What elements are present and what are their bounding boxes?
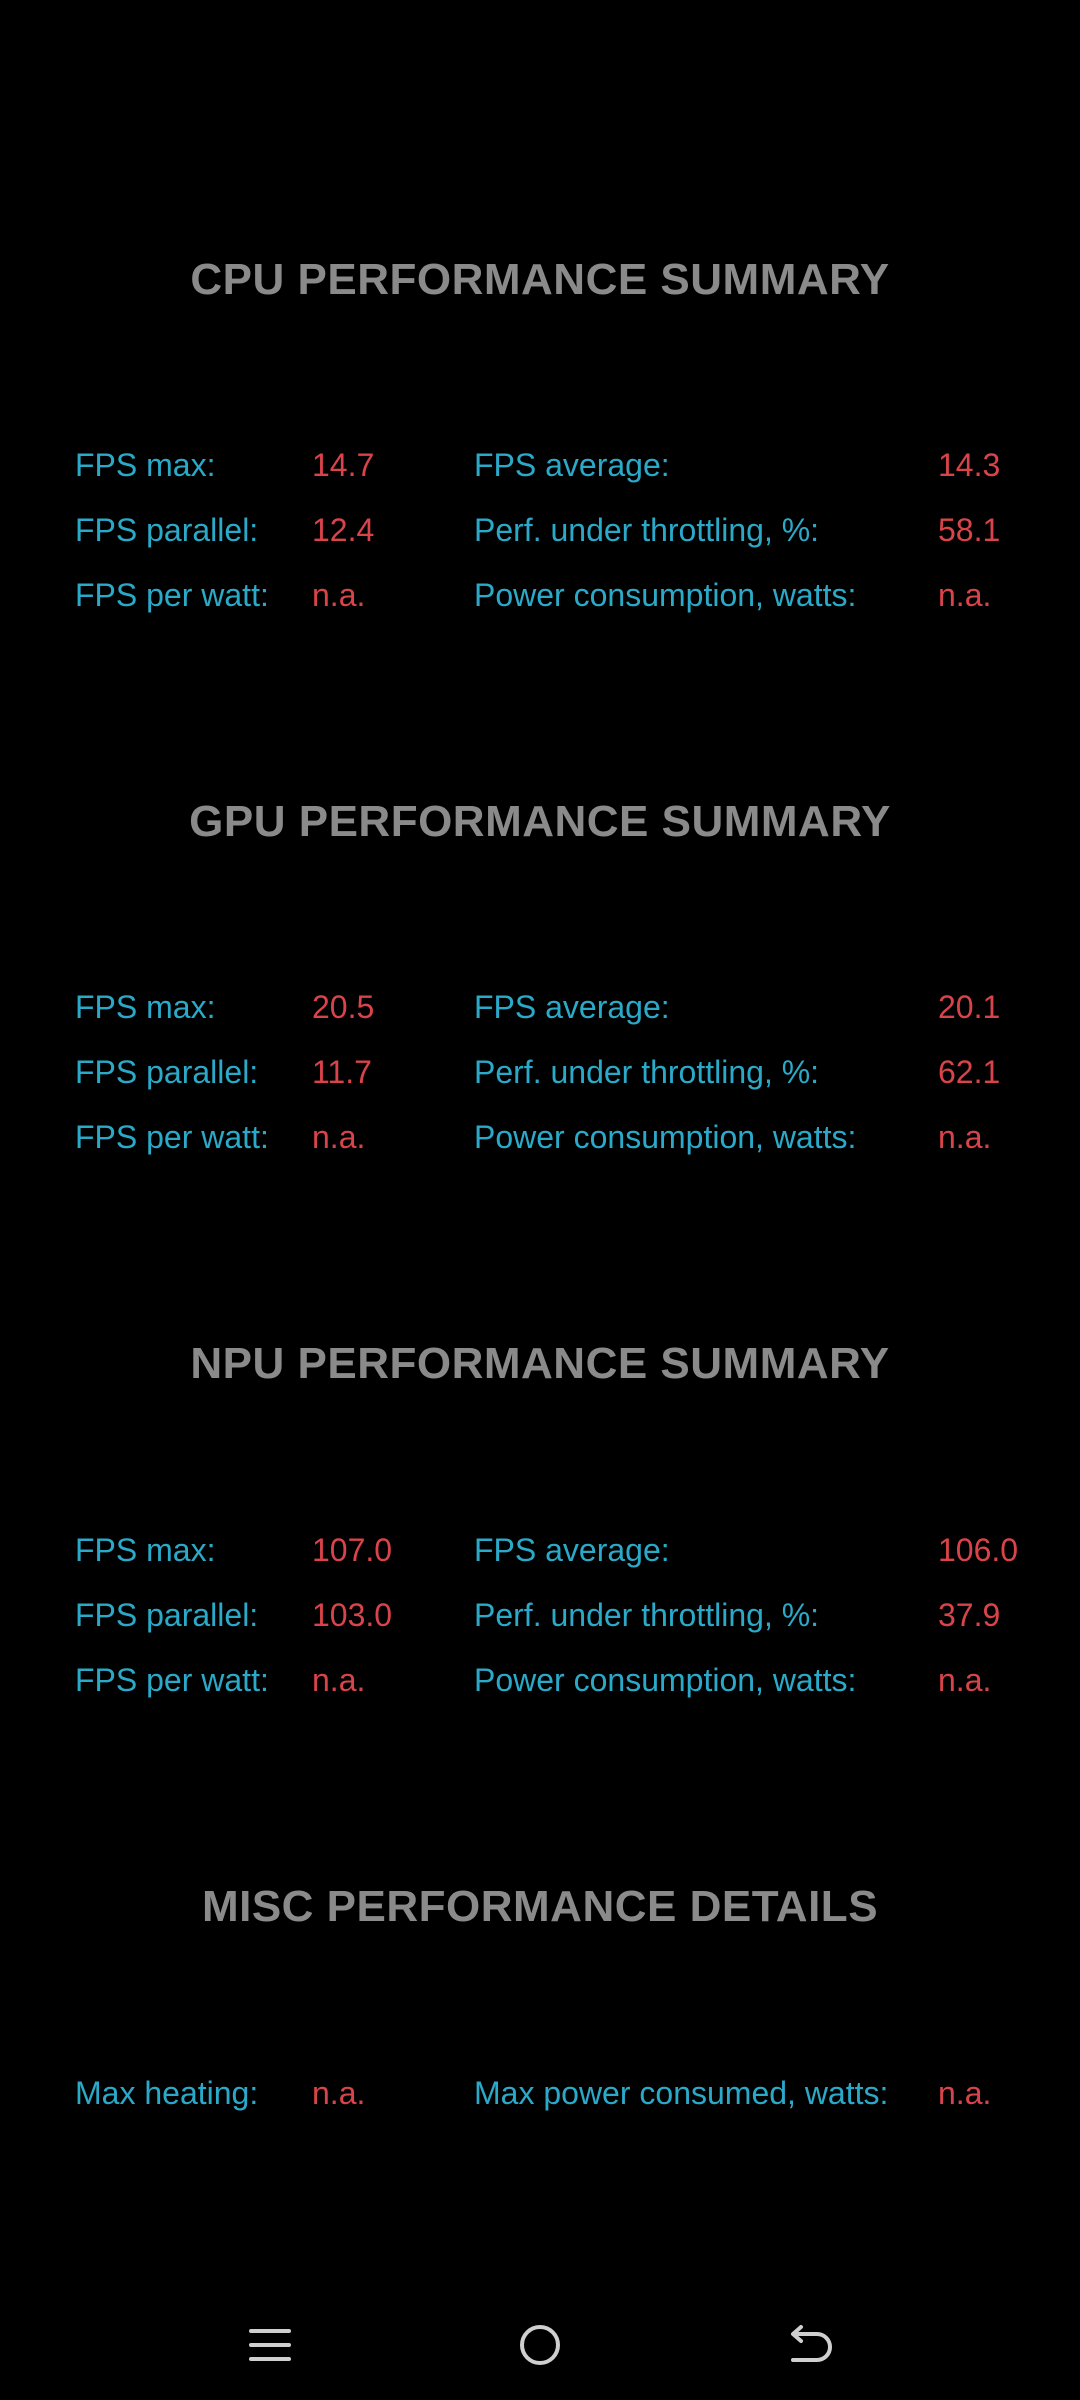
stat-value: 12.4 xyxy=(312,512,375,548)
stat-value: n.a. xyxy=(938,1119,992,1155)
stat-value: 37.9 xyxy=(938,1597,1001,1633)
stat-value: 20.1 xyxy=(938,989,1001,1025)
stat-value: n.a. xyxy=(938,1662,992,1698)
section-title: MISC PERFORMANCE DETAILS xyxy=(201,1882,879,1931)
stat-value: 62.1 xyxy=(938,1054,1001,1090)
stat-label: Perf. under throttling, %: xyxy=(474,1054,820,1090)
stat-value: 106.0 xyxy=(938,1532,1019,1568)
stat-label: FPS max: xyxy=(75,989,216,1025)
stat-value: 107.0 xyxy=(312,1532,393,1568)
stat-value: 11.7 xyxy=(312,1054,372,1090)
stat-value: 58.1 xyxy=(938,512,1001,548)
stat-row: FPS parallel: 103.0 Perf. under throttli… xyxy=(0,1585,1080,1645)
stat-label: FPS per watt: xyxy=(75,1119,269,1155)
stat-label: FPS parallel: xyxy=(75,1054,259,1090)
stat-label: Power consumption, watts: xyxy=(474,1662,857,1698)
section-title: GPU PERFORMANCE SUMMARY xyxy=(189,797,891,846)
section-title: CPU PERFORMANCE SUMMARY xyxy=(190,255,890,304)
stat-row: FPS per watt: n.a. Power consumption, wa… xyxy=(0,1107,1080,1167)
stat-value: 14.3 xyxy=(938,447,1001,483)
stat-value: 14.7 xyxy=(312,447,375,483)
stat-value: n.a. xyxy=(312,577,366,613)
menu-icon[interactable] xyxy=(235,2310,305,2380)
stat-label: FPS max: xyxy=(75,447,216,483)
stat-label: Max power consumed, watts: xyxy=(474,2075,889,2111)
stat-value: n.a. xyxy=(938,2075,992,2111)
stat-row: FPS parallel: 12.4 Perf. under throttlin… xyxy=(0,500,1080,560)
stat-label: FPS parallel: xyxy=(75,512,259,548)
home-icon[interactable] xyxy=(505,2310,575,2380)
stat-row: FPS max: 14.7 FPS average: 14.3 xyxy=(0,435,1080,495)
stat-label: Power consumption, watts: xyxy=(474,577,857,613)
stat-row: FPS parallel: 11.7 Perf. under throttlin… xyxy=(0,1042,1080,1102)
stat-label: FPS average: xyxy=(474,447,670,483)
stat-value: 103.0 xyxy=(312,1597,393,1633)
stat-label: FPS parallel: xyxy=(75,1597,259,1633)
section-title: NPU PERFORMANCE SUMMARY xyxy=(190,1339,890,1388)
stat-label: FPS per watt: xyxy=(75,577,269,613)
stat-value: 20.5 xyxy=(312,989,375,1025)
stat-label: Power consumption, watts: xyxy=(474,1119,857,1155)
stat-label: FPS average: xyxy=(474,989,670,1025)
stat-label: FPS max: xyxy=(75,1532,216,1568)
stat-row: FPS max: 20.5 FPS average: 20.1 xyxy=(0,977,1080,1037)
stat-label: Max heating: xyxy=(75,2075,259,2111)
stat-label: FPS average: xyxy=(474,1532,670,1568)
stat-label: Perf. under throttling, %: xyxy=(474,512,820,548)
stat-row: Max heating: n.a. Max power consumed, wa… xyxy=(0,2063,1080,2123)
back-icon[interactable] xyxy=(775,2310,845,2380)
stat-row: FPS max: 107.0 FPS average: 106.0 xyxy=(0,1520,1080,1580)
stat-value: n.a. xyxy=(312,1119,366,1155)
stat-value: n.a. xyxy=(312,2075,366,2111)
stat-value: n.a. xyxy=(312,1662,366,1698)
stat-label: FPS per watt: xyxy=(75,1662,269,1698)
stat-row: FPS per watt: n.a. Power consumption, wa… xyxy=(0,565,1080,625)
stat-value: n.a. xyxy=(938,577,992,613)
stat-row: FPS per watt: n.a. Power consumption, wa… xyxy=(0,1650,1080,1710)
navigation-bar xyxy=(0,2290,1080,2400)
stat-label: Perf. under throttling, %: xyxy=(474,1597,820,1633)
